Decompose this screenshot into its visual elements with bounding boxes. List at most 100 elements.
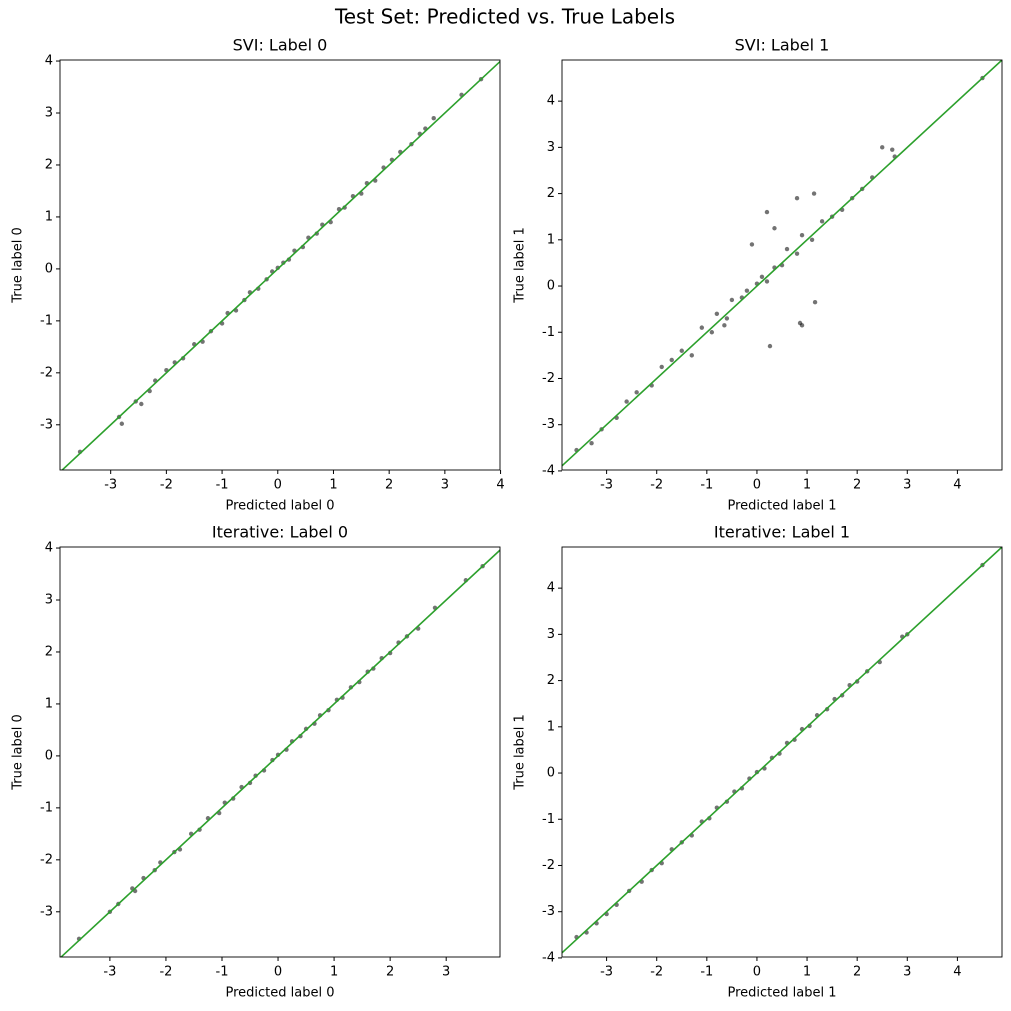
scatter-point <box>799 232 805 238</box>
scatter-point <box>659 364 664 370</box>
y-tick-label: 4 <box>547 94 555 109</box>
y-tick-label: -1 <box>542 812 555 827</box>
x-tick-label: 3 <box>903 478 911 493</box>
x-tick-label: -1 <box>700 965 713 980</box>
diagonal-line <box>562 60 1002 467</box>
x-tick-label: -2 <box>159 965 172 980</box>
y-tick-label: -2 <box>542 371 555 386</box>
plot-area <box>562 60 1002 467</box>
x-tick-label: 0 <box>274 965 282 980</box>
scatter-point <box>749 242 755 247</box>
scatter-point <box>139 401 144 407</box>
x-tick-label: -1 <box>216 478 229 493</box>
y-axis-label: True label 1 <box>513 714 528 791</box>
scatter-point <box>890 147 895 152</box>
plot-area <box>60 549 500 957</box>
x-tick-label: -2 <box>160 478 173 493</box>
x-tick-label: -2 <box>650 478 663 493</box>
figure-title: Test Set: Predicted vs. True Labels <box>334 5 675 29</box>
y-tick-label: 3 <box>45 106 53 121</box>
y-tick-label: 2 <box>45 157 53 172</box>
scatter-point <box>729 297 735 303</box>
scatter-point <box>794 196 800 201</box>
y-tick-label: -3 <box>40 904 53 919</box>
y-tick-label: 0 <box>547 766 555 781</box>
y-tick-label: 1 <box>547 232 555 247</box>
y-tick-label: 0 <box>547 279 555 294</box>
axes-frame <box>561 546 1003 958</box>
scatter-point <box>679 348 684 353</box>
scatter-point <box>722 323 727 328</box>
y-tick-label: -2 <box>542 858 555 873</box>
scatter-point <box>794 251 800 256</box>
y-axis-label: True label 0 <box>11 714 26 791</box>
y-tick-label: -4 <box>542 463 555 478</box>
x-tick-label: -3 <box>600 478 613 493</box>
x-axis-label: Predicted label 1 <box>727 499 836 514</box>
scatter-point <box>764 279 770 284</box>
scatter-point <box>689 353 694 358</box>
x-tick-label: 1 <box>803 478 811 493</box>
y-tick-label: -1 <box>40 800 53 815</box>
y-tick-label: -3 <box>542 904 555 919</box>
scatter-point <box>759 274 765 279</box>
y-tick-label: 4 <box>45 54 53 69</box>
x-tick-label: 2 <box>386 965 394 980</box>
x-tick-label: -3 <box>104 478 117 493</box>
axes-frame <box>59 546 501 958</box>
plot-area <box>61 60 500 470</box>
x-tick-label: 1 <box>330 965 338 980</box>
scatter-point <box>772 226 777 231</box>
x-axis-label: Predicted label 1 <box>727 986 836 1001</box>
scatter-point <box>669 357 674 363</box>
y-tick-label: -4 <box>542 950 555 965</box>
diagonal-line <box>562 547 1002 954</box>
x-tick-label: 4 <box>953 965 961 980</box>
y-tick-label: 3 <box>45 593 53 608</box>
y-tick-label: 2 <box>45 644 53 659</box>
x-tick-label: 3 <box>903 965 911 980</box>
scatter-point <box>724 316 730 321</box>
x-tick-label: -3 <box>103 965 116 980</box>
y-axis-label: True label 0 <box>11 227 26 304</box>
scatter-point <box>784 246 790 252</box>
x-axis-label: Predicted label 0 <box>225 986 334 1001</box>
x-tick-label: 4 <box>953 478 961 493</box>
y-tick-label: -1 <box>40 313 53 328</box>
scatter-point <box>714 311 720 316</box>
x-tick-label: -1 <box>700 478 713 493</box>
scatter-point <box>634 390 639 395</box>
scatter-point <box>812 300 818 305</box>
y-tick-label: 0 <box>45 748 53 763</box>
x-axis-label: Predicted label 0 <box>225 499 334 514</box>
y-tick-label: -3 <box>542 417 555 432</box>
plot-area <box>562 547 1002 954</box>
y-tick-label: 1 <box>547 719 555 734</box>
x-tick-label: 0 <box>753 965 761 980</box>
x-tick-label: 4 <box>496 478 504 493</box>
y-tick-label: -2 <box>40 365 53 380</box>
scatter-point <box>809 237 815 243</box>
y-tick-label: 0 <box>45 261 53 276</box>
y-tick-label: 3 <box>547 140 555 155</box>
axes-frame <box>561 59 1003 471</box>
y-tick-label: 2 <box>547 673 555 688</box>
panel-title: Iterative: Label 1 <box>714 523 850 542</box>
scatter-point <box>744 288 750 293</box>
panel-title: Iterative: Label 0 <box>212 523 348 542</box>
y-tick-label: 4 <box>547 581 555 596</box>
y-tick-label: -1 <box>542 325 555 340</box>
x-tick-label: 2 <box>385 478 393 493</box>
x-tick-label: -1 <box>216 965 229 980</box>
x-tick-label: 2 <box>853 478 861 493</box>
panel-title: SVI: Label 0 <box>233 36 328 55</box>
y-tick-label: 1 <box>45 696 53 711</box>
x-tick-label: 3 <box>441 478 449 493</box>
y-axis-label: True label 1 <box>513 227 528 304</box>
y-tick-label: 4 <box>45 541 53 556</box>
scatter-point <box>764 209 770 215</box>
y-tick-label: -3 <box>40 417 53 432</box>
x-tick-label: 1 <box>329 478 337 493</box>
y-tick-label: 3 <box>547 627 555 642</box>
